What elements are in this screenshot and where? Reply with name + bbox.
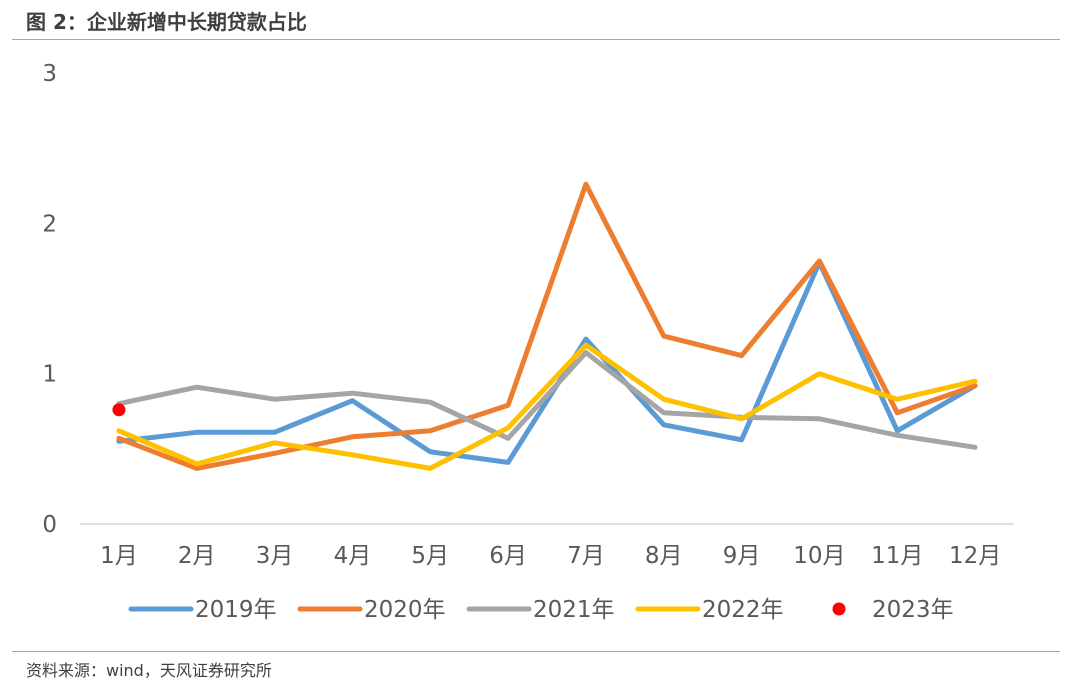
legend-label: 2020年 — [364, 597, 446, 623]
series-line-2020年 — [116, 181, 978, 471]
y-tick-label: 3 — [42, 61, 57, 87]
x-tick-label: 3月 — [256, 543, 294, 569]
x-tick-label: 2月 — [178, 543, 216, 569]
x-tick-label: 11月 — [871, 543, 923, 569]
y-axis-ticks: 0 1 2 3 — [42, 61, 57, 538]
bottom-divider — [12, 651, 1060, 652]
legend-marker-2023年 — [832, 602, 846, 616]
x-tick-label: 4月 — [334, 543, 372, 569]
x-tick-label: 10月 — [793, 543, 845, 569]
chart-legend: 2019年 2020年 2021年 2022年 2023年 — [128, 597, 954, 623]
series-lines — [112, 181, 978, 471]
x-tick-label: 1月 — [100, 543, 138, 569]
x-tick-label: 5月 — [411, 543, 449, 569]
x-axis-ticks: 1月 2月 3月 4月 5月 6月 7月 8月 9月 10月 11月 12月 — [100, 543, 1001, 569]
y-tick-label: 1 — [42, 362, 57, 388]
legend-label: 2021年 — [533, 597, 615, 623]
y-tick-label: 2 — [42, 211, 57, 237]
legend-label: 2019年 — [195, 597, 277, 623]
x-tick-label: 8月 — [645, 543, 683, 569]
x-tick-label: 9月 — [723, 543, 761, 569]
top-divider — [12, 39, 1060, 40]
y-tick-label: 0 — [42, 512, 57, 538]
figure-title: 图 2：企业新增中长期贷款占比 — [26, 10, 307, 34]
series-line-2022年 — [116, 342, 978, 471]
series-point-2023年 — [112, 403, 126, 417]
x-tick-label: 12月 — [949, 543, 1001, 569]
x-tick-label: 7月 — [567, 543, 605, 569]
series-line-2021年 — [116, 350, 978, 450]
legend-label: 2023年 — [872, 597, 954, 623]
x-tick-label: 6月 — [489, 543, 527, 569]
legend-label: 2022年 — [702, 597, 784, 623]
source-note: 资料来源：wind，天风证券研究所 — [26, 661, 272, 680]
